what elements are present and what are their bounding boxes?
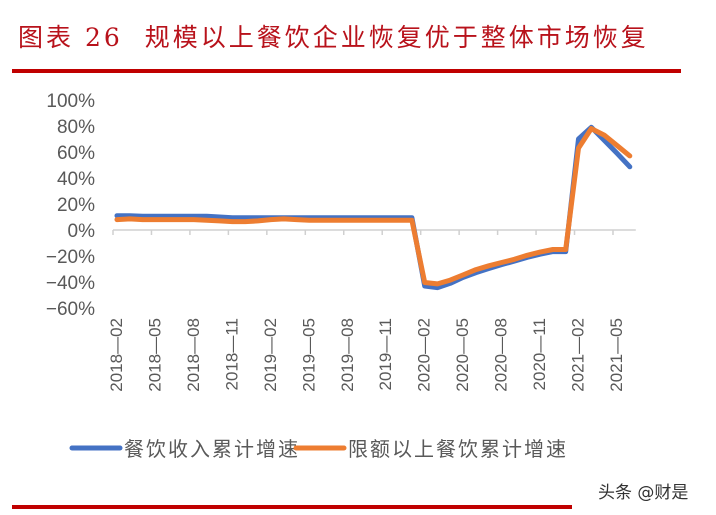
x-tick-label: 2019—11 — [376, 318, 395, 390]
x-tick-label: 2019—08 — [338, 318, 357, 392]
bottom-divider — [12, 505, 572, 509]
x-tick-label: 2020—05 — [453, 318, 472, 392]
x-tick-label: 2020—02 — [415, 318, 434, 392]
series-line — [114, 126, 633, 287]
title-divider — [12, 69, 681, 73]
x-tick-label: 2020—08 — [492, 318, 511, 392]
y-tick-label: 0% — [68, 221, 96, 242]
x-tick-label: 2018—11 — [222, 318, 241, 390]
y-tick-label: 80% — [57, 117, 95, 138]
y-tick-label: 60% — [57, 143, 95, 164]
y-tick-label: 40% — [57, 169, 95, 190]
series-line — [114, 124, 633, 291]
legend-label: 餐饮收入累计增速 — [124, 437, 300, 461]
x-tick-label: 2018—08 — [184, 318, 203, 392]
x-tick-label: 2019—02 — [261, 318, 280, 392]
x-tick-label: 2020—11 — [530, 318, 549, 390]
y-tick-label: 20% — [57, 195, 95, 216]
y-axis: 100% 80% 60% 40% 20% 0% −20% −40% −60% — [46, 91, 95, 320]
watermark: 头条 @财是 — [598, 483, 689, 503]
chart-legend: 餐饮收入累计增速 限额以上餐饮累计增速 — [69, 437, 568, 461]
x-tick-label: 2019—05 — [299, 318, 318, 392]
figure-title: 图表 26 规模以上餐饮企业恢复优于整体市场恢复 — [18, 18, 649, 54]
chart-series — [114, 124, 633, 291]
x-axis: 2018—02 2018—05 2018—08 2018—11 2019—02 2019—… — [107, 229, 636, 392]
x-tick-label: 2021—02 — [569, 318, 588, 392]
y-tick-label: −20% — [46, 247, 95, 268]
figure-title-text: 规模以上餐饮企业恢复优于整体市场恢复 — [144, 23, 649, 52]
x-tick-label: 2021—05 — [607, 318, 626, 392]
x-tick-label: 2018—02 — [107, 318, 126, 392]
legend-label: 限额以上餐饮累计增速 — [348, 437, 568, 461]
y-tick-label: 100% — [46, 91, 95, 112]
y-tick-label: −60% — [46, 299, 95, 320]
x-tick-label: 2018—05 — [145, 318, 164, 392]
y-tick-label: −40% — [46, 273, 95, 294]
figure-label: 图表 26 — [18, 23, 123, 52]
